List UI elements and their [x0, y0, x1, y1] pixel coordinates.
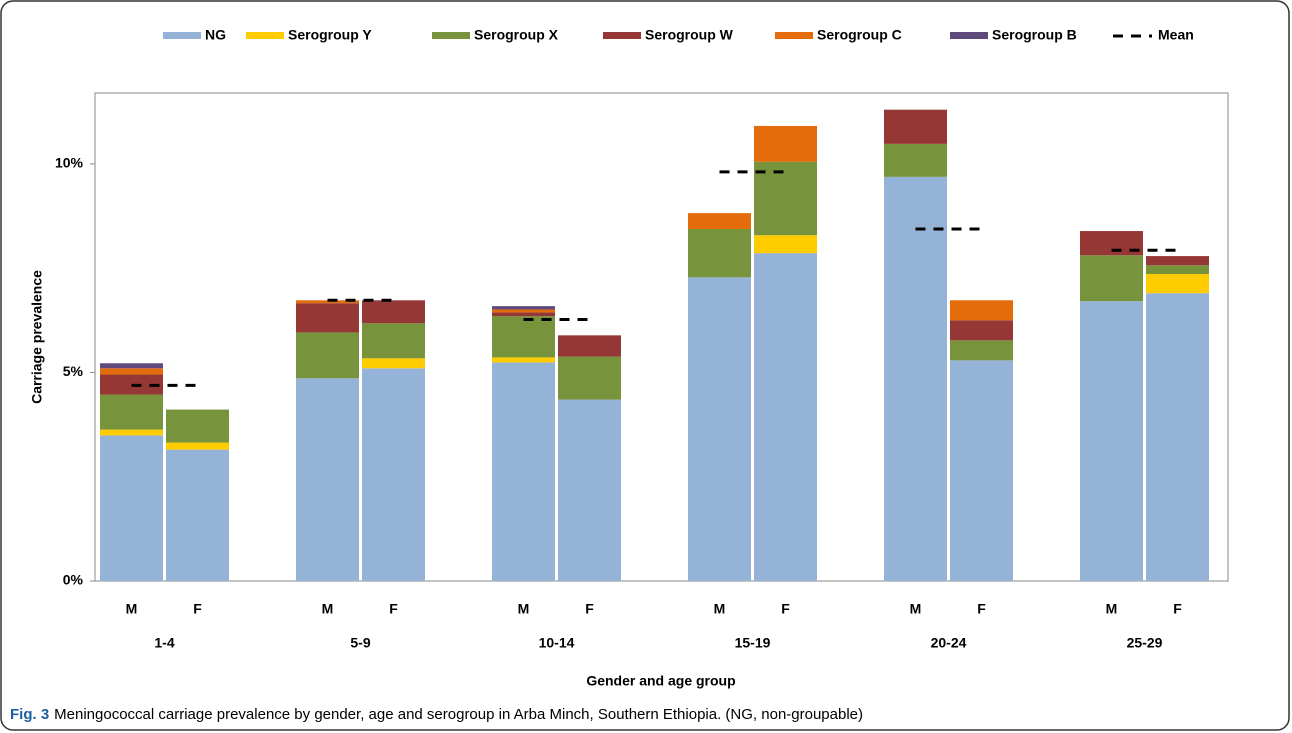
legend-swatch — [603, 32, 641, 39]
legend-swatch — [775, 32, 813, 39]
y-axis-title: Carriage prevalence — [29, 270, 45, 404]
bar-segment — [166, 409, 229, 443]
group-label: 5-9 — [350, 635, 370, 651]
bar-segment — [688, 213, 751, 229]
bar-segment — [754, 125, 817, 162]
bar-segment — [950, 320, 1013, 341]
bar-segment — [1080, 301, 1143, 581]
bar-segment — [688, 228, 751, 278]
bar-segment — [362, 300, 425, 324]
bar-segment — [1146, 274, 1209, 294]
x-tick-label: M — [518, 601, 530, 617]
bar-segment — [100, 363, 163, 369]
legend-swatch — [163, 32, 201, 39]
group-label: 10-14 — [539, 635, 575, 651]
caption-text: Meningococcal carriage prevalence by gen… — [54, 706, 863, 723]
group-label: 15-19 — [735, 635, 771, 651]
legend-swatch — [432, 32, 470, 39]
bar-segment — [100, 394, 163, 430]
bar-segment — [492, 357, 555, 363]
legend-label: Serogroup Y — [288, 27, 372, 43]
bar-segment — [362, 323, 425, 359]
x-tick-label: F — [193, 601, 202, 617]
bar-segment — [492, 306, 555, 310]
bar-segment — [1146, 293, 1209, 581]
bar-segment — [1080, 255, 1143, 302]
bar-segment — [296, 378, 359, 581]
bar-segment — [754, 253, 817, 581]
bar-segment — [100, 429, 163, 436]
caption: Fig. 3 Meningococcal carriage prevalence … — [10, 706, 863, 723]
bar-segment — [884, 176, 947, 582]
y-tick-label: 5% — [63, 363, 84, 379]
x-tick-label: M — [126, 601, 138, 617]
x-tick-label: F — [1173, 601, 1182, 617]
bar-segment — [492, 309, 555, 313]
group-label: 25-29 — [1127, 635, 1163, 651]
legend-label: Serogroup C — [817, 27, 902, 43]
bar-segment — [166, 449, 229, 581]
group-label: 20-24 — [931, 635, 967, 651]
x-tick-label: M — [714, 601, 726, 617]
bar-segment — [492, 312, 555, 317]
bar-segment — [296, 303, 359, 333]
bar-segment — [754, 235, 817, 254]
bar-segment — [950, 340, 1013, 361]
bar-segment — [362, 368, 425, 581]
caption-label: Fig. 3 — [10, 706, 49, 723]
legend-label: Serogroup X — [474, 27, 559, 43]
x-tick-label: F — [781, 601, 790, 617]
x-tick-label: F — [389, 601, 398, 617]
x-tick-label: F — [977, 601, 986, 617]
bar-segment — [100, 368, 163, 375]
legend-label: Serogroup W — [645, 27, 734, 43]
bar-segment — [950, 300, 1013, 321]
x-tick-label: M — [1106, 601, 1118, 617]
bar-segment — [1146, 265, 1209, 275]
bar-segment — [558, 335, 621, 357]
plot-area — [94, 92, 1229, 582]
bar-segment — [558, 356, 621, 400]
x-axis-title: Gender and age group — [586, 673, 735, 689]
bar-segment — [688, 277, 751, 581]
bar-segment — [558, 399, 621, 581]
legend-swatch — [950, 32, 988, 39]
x-tick-label: M — [910, 601, 922, 617]
legend-label: Serogroup B — [992, 27, 1077, 43]
y-tick-label: 0% — [63, 572, 84, 588]
bar-segment — [166, 442, 229, 450]
legend-swatch — [246, 32, 284, 39]
bar-segment — [754, 161, 817, 236]
x-tick-label: M — [322, 601, 334, 617]
bar-segment — [884, 109, 947, 144]
bar-segment — [492, 316, 555, 358]
legend-label: Mean — [1158, 27, 1194, 43]
bar-segment — [950, 360, 1013, 581]
legend-label: NG — [205, 27, 226, 43]
x-tick-label: F — [585, 601, 594, 617]
bar-segment — [492, 362, 555, 581]
bar-segment — [884, 143, 947, 177]
group-label: 1-4 — [154, 635, 174, 651]
y-tick-label: 10% — [55, 155, 84, 171]
bar-segment — [1146, 256, 1209, 266]
bar-segment — [100, 435, 163, 581]
bar-segment — [362, 358, 425, 369]
bar-segment — [296, 332, 359, 379]
